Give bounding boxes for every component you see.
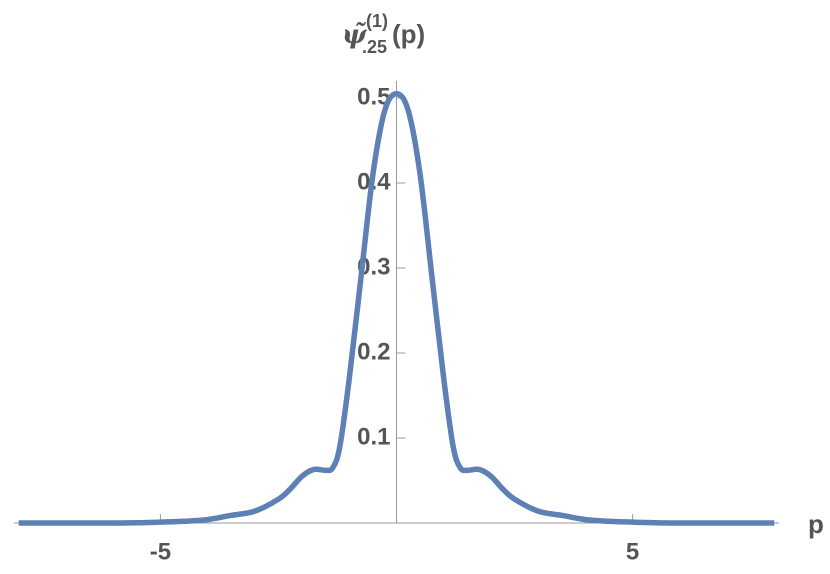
y-axis-label: ψ̃ (1) .25 (p) (342, 11, 425, 57)
y-tick-label: 0.1 (357, 423, 390, 450)
y-label-argument: (p) (392, 19, 425, 49)
x-tick-label: 5 (626, 538, 639, 565)
y-label-symbol: ψ̃ (342, 20, 368, 50)
line-series (18, 91, 775, 526)
y-label-superscript: (1) (366, 11, 388, 31)
y-label-subscript: .25 (362, 37, 387, 57)
y-tick-label: 0.2 (357, 338, 390, 365)
x-tick-label: -5 (150, 538, 171, 565)
x-axis-label: p (808, 509, 824, 539)
